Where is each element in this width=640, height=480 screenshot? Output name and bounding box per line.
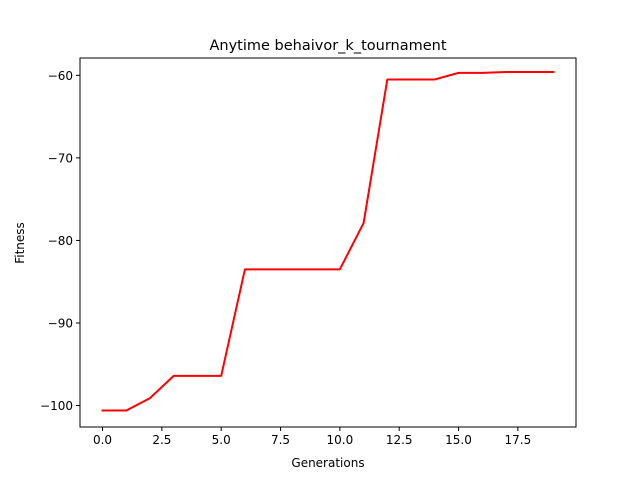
series-line bbox=[101, 71, 555, 412]
x-tick-label: 12.5 bbox=[386, 433, 413, 447]
x-tick-label: 10.0 bbox=[327, 433, 354, 447]
x-tick-label: 0.0 bbox=[93, 433, 112, 447]
axes-frame bbox=[79, 57, 577, 428]
x-tick-label: 15.0 bbox=[445, 433, 472, 447]
chart-title: Anytime behaivor_k_tournament bbox=[209, 38, 446, 54]
y-tick-label: −90 bbox=[48, 316, 73, 330]
x-tick-label: 5.0 bbox=[212, 433, 231, 447]
x-axis-label: Generations bbox=[291, 456, 364, 470]
x-tick-label: 2.5 bbox=[152, 433, 171, 447]
y-tick-label: −70 bbox=[48, 151, 73, 165]
y-tick-label: −100 bbox=[40, 399, 73, 413]
y-axis-label: Fitness bbox=[13, 222, 27, 264]
x-tick-label: 7.5 bbox=[271, 433, 290, 447]
plot-area: 0.0 2.5 5.0 7.5 10.0 12.5 15.0 17.5 −100 −90 −80 −7… bbox=[40, 69, 555, 447]
y-tick-label: −80 bbox=[48, 234, 73, 248]
x-tick-label: 17.5 bbox=[504, 433, 531, 447]
y-tick-label: −60 bbox=[48, 69, 73, 83]
